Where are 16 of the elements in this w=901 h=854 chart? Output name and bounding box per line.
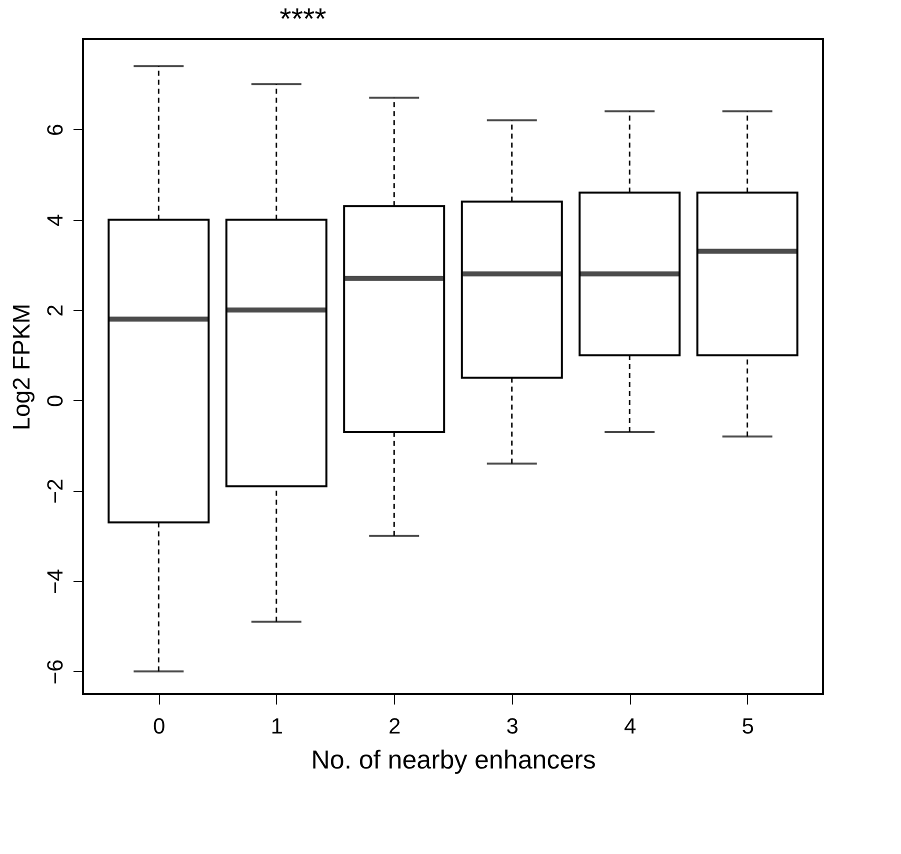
y-tick-label: 6 [42, 124, 68, 136]
y-tick-label: 4 [42, 214, 68, 226]
y-tick-label: −2 [42, 478, 68, 504]
y-tick-label: 0 [42, 394, 68, 408]
x-tick-label: 4 [624, 714, 636, 738]
text: **** [280, 3, 327, 36]
y-tick-label: −6 [42, 659, 68, 684]
y-tick-label: −4 [42, 569, 68, 594]
x-axis-title: No. of nearby enhancers [311, 744, 596, 774]
x-tick-label: 5 [742, 714, 754, 738]
y-axis-title: Log2 FPKM [8, 304, 36, 430]
y-tick-label: 2 [42, 304, 68, 317]
x-tick-label: 2 [388, 714, 401, 738]
x-tick-label: 3 [506, 714, 518, 738]
x-tick-label: 0 [153, 714, 166, 738]
x-tick-label: 1 [270, 714, 284, 738]
